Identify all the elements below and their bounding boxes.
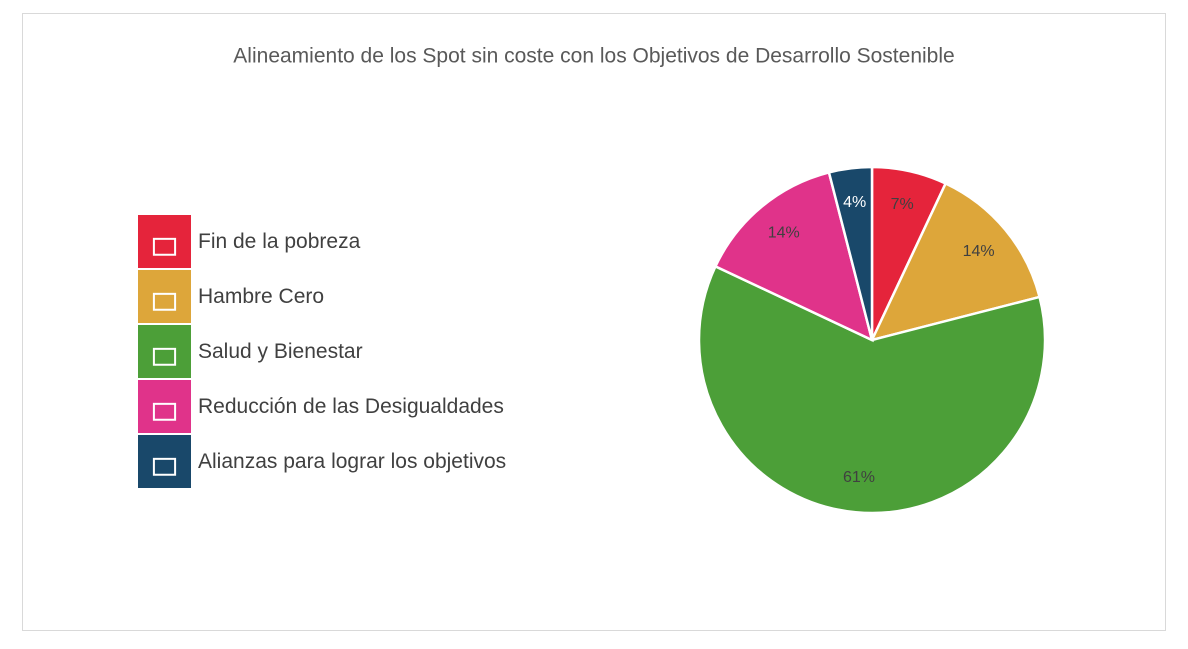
- legend-icon-glyph: [152, 237, 177, 256]
- pie-slice: [827, 165, 874, 341]
- legend-icon-glyph: [152, 292, 177, 311]
- legend-label: Alianzas para lograr los objetivos: [198, 450, 506, 473]
- legend-icon-glyph: [152, 402, 177, 421]
- data-label: 7%: [891, 196, 914, 213]
- legend-icon: [138, 435, 191, 488]
- data-label: 14%: [768, 225, 800, 242]
- legend-label: Reducción de las Desigualdades: [198, 395, 504, 418]
- pie-slice: [697, 264, 1047, 515]
- legend-icon: [138, 325, 191, 378]
- pie-slice: [869, 181, 1042, 342]
- legend-icon: [138, 380, 191, 433]
- legend-label: Hambre Cero: [198, 285, 324, 308]
- pie-slice: [713, 170, 874, 343]
- legend-icon: [138, 215, 191, 268]
- legend-icon-glyph: [152, 347, 177, 366]
- legend-label: Salud y Bienestar: [198, 340, 363, 363]
- legend-icon: [138, 270, 191, 323]
- data-label: 61%: [843, 469, 875, 486]
- legend-icon-glyph: [152, 457, 177, 476]
- chart-title: Alineamiento de los Spot sin coste con l…: [233, 45, 954, 68]
- data-label: 4%: [843, 194, 866, 211]
- data-label: 14%: [963, 243, 995, 260]
- legend-label: Fin de la pobreza: [198, 230, 361, 253]
